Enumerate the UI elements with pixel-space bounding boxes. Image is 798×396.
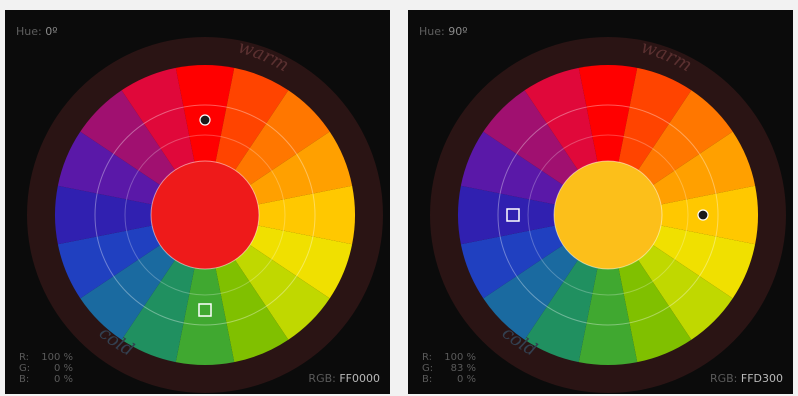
- rgb-percent-readout: R: 100 % G: 0 % B: 0 %: [19, 352, 73, 385]
- hex-value: FFD300: [740, 372, 783, 385]
- r-value: 100 %: [444, 352, 476, 363]
- hue-value: 90º: [448, 25, 468, 38]
- hex-value: FF0000: [339, 372, 380, 385]
- rgb-percent-readout: R: 100 % G: 83 % B: 0 %: [422, 352, 476, 385]
- hue-value: 0º: [45, 25, 58, 38]
- hue-segment: [205, 185, 356, 245]
- r-label: R:: [19, 352, 30, 363]
- hue-readout: Hue: 90º: [419, 25, 467, 38]
- guide-ring-inner: [527, 134, 689, 296]
- color-wheel-panel-right: warm cold Hue: 90º R: 100 % G: 83 % B: 0 % …: [408, 10, 793, 394]
- guide-ring-outer: [94, 104, 316, 326]
- hue-marker[interactable]: [199, 114, 211, 126]
- hue-label: Hue:: [16, 25, 42, 38]
- hue-label: Hue:: [419, 25, 445, 38]
- b-label: B:: [422, 374, 433, 385]
- complement-marker[interactable]: [506, 208, 520, 222]
- hex-label: RGB:: [308, 372, 336, 385]
- b-label: B:: [19, 374, 30, 385]
- selected-color-swatch: [150, 160, 260, 270]
- selected-color-swatch: [553, 160, 663, 270]
- hue-readout: Hue: 0º: [16, 25, 57, 38]
- hue-segment: [608, 185, 758, 245]
- hex-label: RGB:: [709, 372, 738, 385]
- hue-segment: [175, 215, 235, 365]
- hue-segment: [578, 215, 638, 365]
- g-value: 83 %: [450, 363, 476, 374]
- g-label: G:: [422, 363, 434, 374]
- color-wheel-panel-left: warm cold Hue: 0º R: 100 % G: 0 % B: 0 % RG…: [5, 10, 390, 394]
- hue-segment: [175, 65, 235, 215]
- color-wheel-right[interactable]: warm cold: [408, 10, 793, 394]
- r-value: 100 %: [41, 352, 73, 363]
- g-label: G:: [19, 363, 31, 374]
- color-wheel-left[interactable]: warm cold: [5, 10, 390, 394]
- b-value: 0 %: [53, 374, 73, 385]
- hex-readout: RGB: FFD300: [710, 372, 783, 385]
- g-value: 0 %: [53, 363, 73, 374]
- r-label: R:: [422, 352, 433, 363]
- complement-marker[interactable]: [198, 303, 212, 317]
- guide-ring-outer: [497, 104, 719, 326]
- hex-readout: RGB: FF0000: [308, 372, 380, 385]
- hue-marker[interactable]: [697, 209, 709, 221]
- b-value: 0 %: [456, 374, 476, 385]
- hue-segment: [55, 185, 206, 245]
- hue-segment: [458, 185, 608, 245]
- guide-ring-inner: [124, 134, 286, 296]
- hue-segment: [578, 65, 638, 215]
